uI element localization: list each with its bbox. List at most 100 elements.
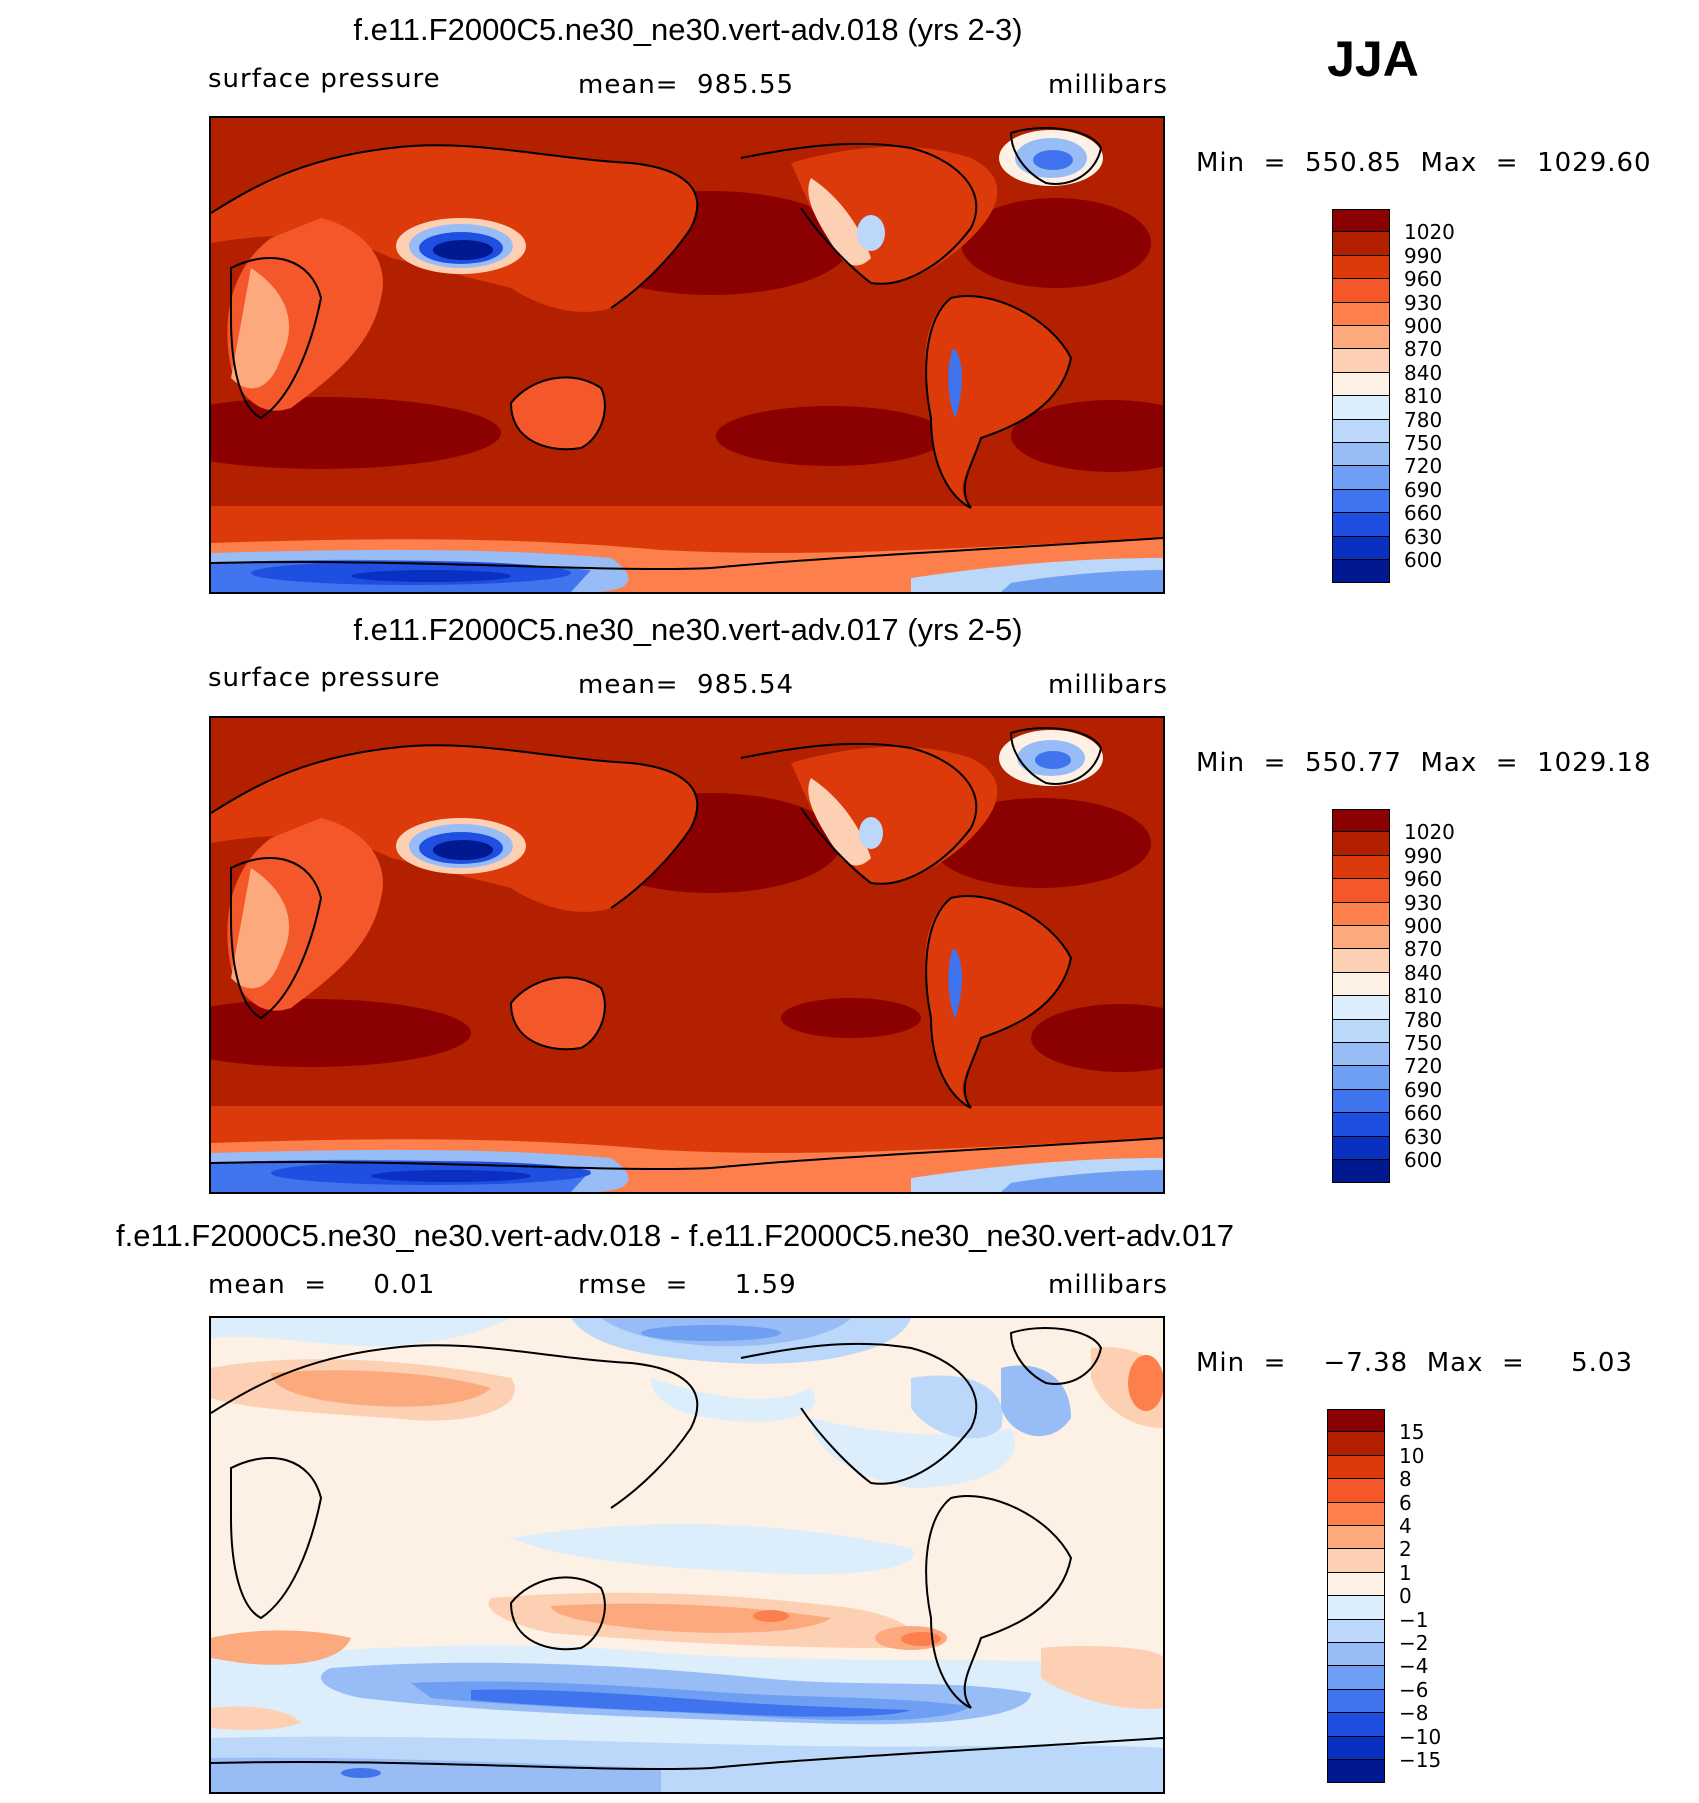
colorbar-swatch	[1327, 1689, 1385, 1714]
colorbar-tick-label: 600	[1404, 548, 1443, 572]
colorbar-swatch	[1332, 443, 1390, 467]
colorbar-tick-label: 720	[1404, 454, 1443, 479]
colorbar-tick-label: 690	[1404, 477, 1443, 502]
colorbar-swatch	[1332, 489, 1390, 514]
panel-3-map	[209, 1316, 1165, 1794]
colorbar-tick-label: 6	[1399, 1490, 1412, 1515]
colorbar-tick-label: 660	[1404, 501, 1443, 526]
colorbar-swatch	[1327, 1736, 1385, 1760]
colorbar-swatch	[1332, 1043, 1390, 1067]
colorbar-swatch	[1332, 1089, 1390, 1114]
colorbar-tick-label: −8	[1399, 1701, 1429, 1726]
season-label: JJA	[1327, 31, 1419, 87]
colorbar-tick-label: 4	[1399, 1514, 1412, 1538]
colorbar-tick-label: 990	[1404, 843, 1443, 868]
colorbar-tick-label: −1	[1399, 1607, 1429, 1632]
colorbar-tick-label: 600	[1404, 1148, 1443, 1172]
colorbar-swatch	[1332, 1066, 1390, 1090]
colorbar-swatch	[1332, 396, 1390, 420]
colorbar-tick-label: −15	[1399, 1748, 1442, 1772]
colorbar-tick-label: 810	[1404, 384, 1443, 409]
colorbar-tick-label: 840	[1404, 960, 1443, 985]
colorbar-tick-label: 780	[1404, 1007, 1443, 1032]
colorbar-swatch	[1327, 1643, 1385, 1667]
colorbar-tick-label: 930	[1404, 290, 1443, 315]
colorbar-tick-label: 810	[1404, 984, 1443, 1009]
colorbar-tick-label: 630	[1404, 1124, 1443, 1149]
colorbar-swatch	[1332, 419, 1390, 443]
colorbar-swatch	[1332, 996, 1390, 1020]
colorbar-swatch	[1332, 972, 1390, 997]
colorbar-tick-label: 960	[1404, 867, 1443, 892]
colorbar-swatch	[1327, 1760, 1385, 1784]
panel-3-title: f.e11.F2000C5.ne30_ne30.vert-adv.018 - f…	[116, 1218, 1234, 1253]
colorbar-swatch	[1332, 466, 1390, 490]
colorbar-swatch	[1332, 926, 1390, 950]
colorbar-swatch	[1332, 560, 1390, 584]
panel-2-units-label: millibars	[1048, 670, 1168, 700]
colorbar-swatch	[1327, 1666, 1385, 1690]
panel-2-title: f.e11.F2000C5.ne30_ne30.vert-adv.017 (yr…	[353, 612, 1023, 647]
colorbar-tick-label: 870	[1404, 937, 1443, 962]
panel-1-mean-label: mean= 985.55	[578, 70, 795, 100]
colorbar-swatch	[1327, 1526, 1385, 1550]
colorbar-swatch	[1332, 1136, 1390, 1160]
colorbar-swatch	[1332, 1019, 1390, 1043]
colorbar-swatch	[1332, 326, 1390, 350]
colorbar-tick-label: 15	[1399, 1420, 1425, 1445]
panel-2-map	[209, 716, 1165, 1194]
panel-3-rmse-label: rmse = 1.59	[578, 1270, 797, 1300]
colorbar-tick-label: 900	[1404, 914, 1443, 938]
panel-3-minmax: Min = −7.38 Max = 5.03	[1196, 1348, 1633, 1378]
colorbar-tick-label: 630	[1404, 524, 1443, 549]
colorbar-tick-label: 840	[1404, 360, 1443, 385]
colorbar-swatch	[1332, 255, 1390, 280]
panel-1-map	[209, 116, 1165, 594]
colorbar-tick-label: 960	[1404, 267, 1443, 292]
colorbar-swatch	[1327, 1619, 1385, 1643]
panel-3-mean-label: mean = 0.01	[208, 1270, 436, 1300]
panel-1-units-label: millibars	[1048, 70, 1168, 100]
colorbar-tick-label: 930	[1404, 890, 1443, 915]
colorbar-swatch	[1332, 1160, 1390, 1184]
colorbar-tick-label: 1020	[1404, 220, 1455, 245]
colorbar-swatch	[1327, 1409, 1385, 1433]
colorbar-tick-label: 720	[1404, 1054, 1443, 1079]
colorbar-swatch	[1327, 1596, 1385, 1620]
colorbar-swatch	[1332, 536, 1390, 560]
colorbar-swatch	[1327, 1479, 1385, 1503]
colorbar-tick-label: 750	[1404, 1031, 1443, 1055]
colorbar-tick-label: 2	[1399, 1537, 1412, 1562]
colorbar-tick-label: −10	[1399, 1724, 1442, 1749]
colorbar-swatch	[1332, 209, 1390, 233]
colorbar-tick-label: 690	[1404, 1077, 1443, 1102]
colorbar-swatch	[1332, 513, 1390, 537]
panel-1-title: f.e11.F2000C5.ne30_ne30.vert-adv.018 (yr…	[353, 12, 1023, 47]
colorbar-tick-label: −4	[1399, 1654, 1429, 1679]
panel-2-map-canvas	[211, 718, 1163, 1192]
colorbar-swatch	[1332, 232, 1390, 256]
colorbar-tick-label: 1	[1399, 1560, 1412, 1585]
panel-3-units-label: millibars	[1048, 1270, 1168, 1300]
colorbar-swatch	[1332, 372, 1390, 397]
panel-1-minmax: Min = 550.85 Max = 1029.60	[1196, 148, 1652, 178]
colorbar-tick-label: 990	[1404, 243, 1443, 268]
panel-3-map-canvas	[211, 1318, 1163, 1792]
colorbar-swatch	[1327, 1455, 1385, 1480]
colorbar-tick-label: 660	[1404, 1101, 1443, 1126]
panel-2-minmax: Min = 550.77 Max = 1029.18	[1196, 748, 1652, 778]
colorbar-tick-label: 10	[1399, 1443, 1425, 1468]
colorbar-swatch	[1332, 949, 1390, 973]
colorbar-tick-label: 780	[1404, 407, 1443, 432]
colorbar-tick-label: −2	[1399, 1631, 1429, 1655]
colorbar-swatch	[1332, 1113, 1390, 1137]
colorbar-swatch	[1332, 832, 1390, 856]
panel-2-mean-label: mean= 985.54	[578, 670, 795, 700]
colorbar-swatch	[1332, 279, 1390, 303]
colorbar-tick-label: 900	[1404, 314, 1443, 338]
colorbar-tick-label: 0	[1399, 1584, 1412, 1609]
colorbar-tick-label: 750	[1404, 431, 1443, 455]
colorbar-swatch	[1332, 349, 1390, 373]
panel-1-variable-label: surface pressure	[208, 64, 441, 94]
colorbar-swatch	[1332, 855, 1390, 880]
